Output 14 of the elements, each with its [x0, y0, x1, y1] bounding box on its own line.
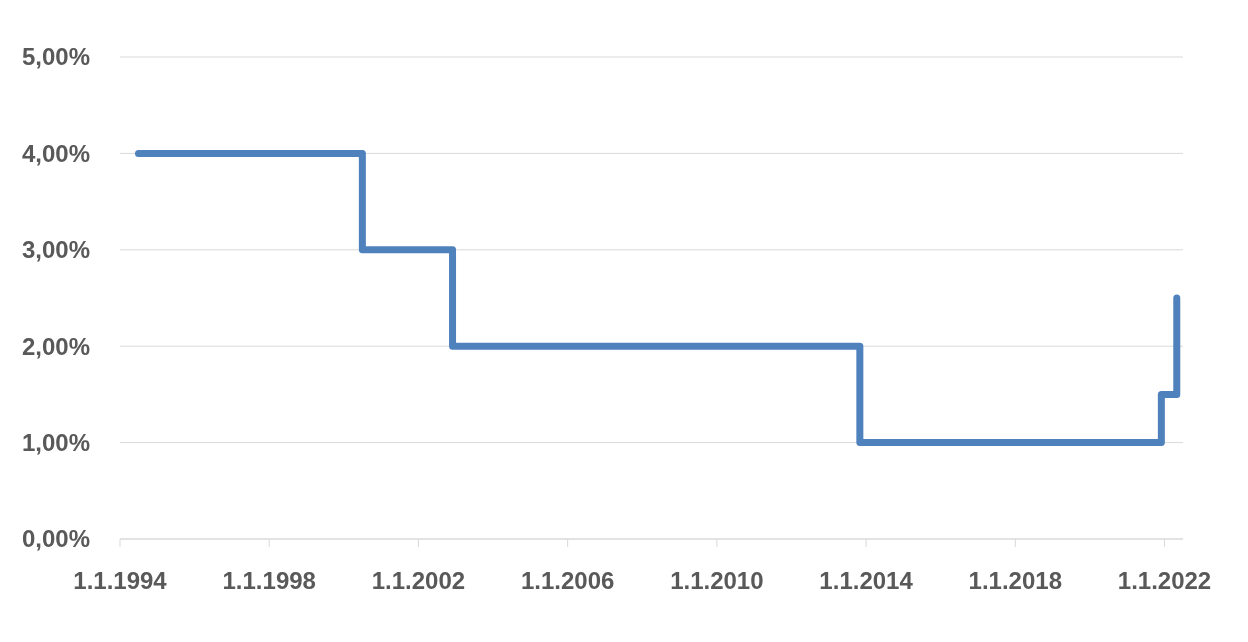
y-tick-label: 0,00% — [21, 525, 90, 553]
x-tick-label: 1.1.2022 — [1117, 567, 1212, 594]
x-tick-label: 1.1.1994 — [73, 567, 168, 594]
x-tick-label: 1.1.2018 — [968, 567, 1063, 594]
x-tick-label: 1.1.1998 — [222, 567, 316, 594]
y-tick-label: 3,00% — [21, 236, 90, 264]
y-tick-label: 2,00% — [21, 332, 90, 360]
x-tick-label: 1.1.2014 — [819, 567, 914, 594]
y-tick-label: 5,00% — [21, 43, 90, 71]
y-tick-label: 4,00% — [21, 139, 90, 167]
x-tick-label: 1.1.2010 — [670, 567, 764, 594]
x-tick-label: 1.1.2006 — [520, 567, 615, 594]
y-tick-label: 1,00% — [21, 429, 90, 456]
x-tick-label: 1.1.2002 — [371, 567, 466, 594]
